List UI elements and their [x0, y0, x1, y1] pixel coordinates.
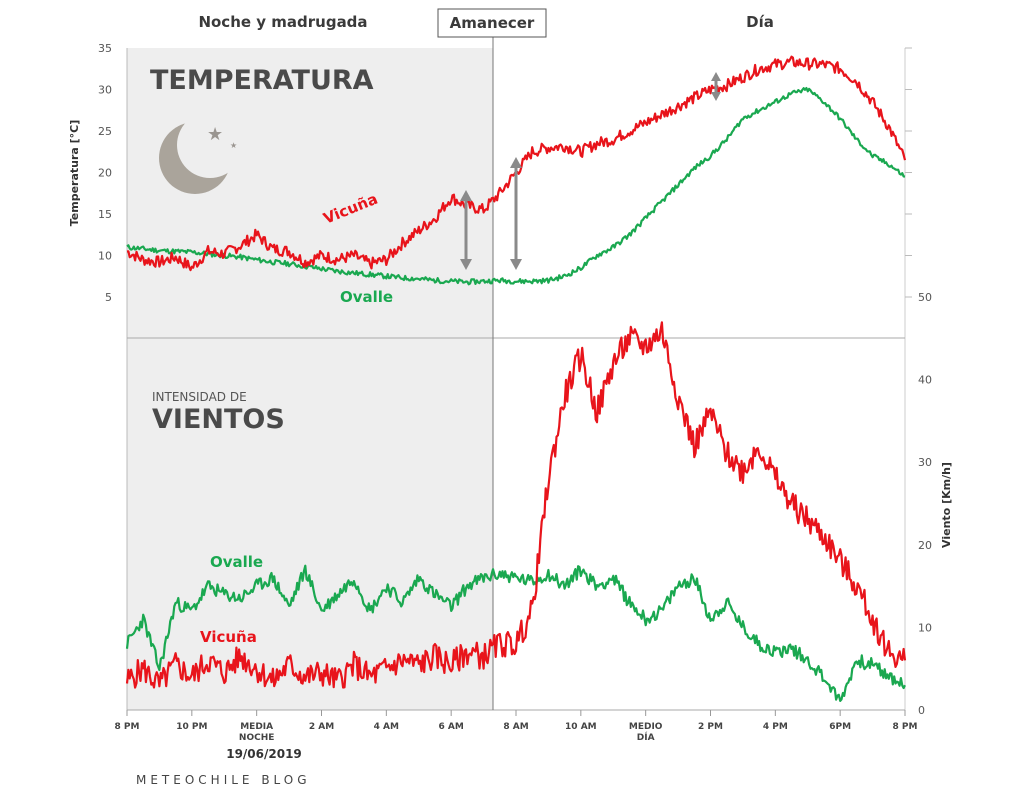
x-tick-label: 8 PM	[893, 722, 918, 732]
sunrise-box	[437, 8, 547, 38]
diff-arrow-6am-top	[460, 190, 472, 201]
star-icon-small: ★	[230, 141, 237, 150]
temp-y-tick-label: 5	[105, 291, 112, 304]
wind-vicuna-line	[125, 321, 907, 689]
wind-y-tick-label: 50	[918, 291, 932, 304]
x-tick-label: MEDIO	[629, 722, 663, 732]
wind-y-ticks: 0 10 20 30 40 50	[918, 291, 932, 717]
diff-arrow-6am-bottom	[460, 259, 472, 270]
temperature-title: TEMPERATURA	[150, 65, 374, 96]
temp-ovalle-label: Ovalle	[340, 288, 393, 306]
x-tick-label: 4 AM	[374, 722, 399, 732]
temp-y-tick-label: 20	[98, 167, 112, 180]
temp-ovalle-line	[126, 86, 906, 286]
temperature-y-ticks: 5 10 15 20 25 30 35	[98, 42, 912, 304]
wind-y-tick-label: 20	[918, 539, 932, 552]
crescent-moon-icon	[159, 122, 231, 194]
wind-title-small: INTENSIDAD DE	[152, 390, 247, 404]
x-tick-label: 6PM	[829, 722, 851, 732]
x-tick-label: 2 AM	[309, 722, 334, 732]
x-tick-label: 2 PM	[698, 722, 723, 732]
temp-y-tick-label: 25	[98, 125, 112, 138]
x-tick-label: 6 AM	[439, 722, 464, 732]
x-tick-label: 8 PM	[115, 722, 140, 732]
temperature-axis-title: Temperatura [°C]	[68, 120, 81, 227]
x-tick-label: 10 AM	[565, 722, 597, 732]
diff-arrow-8am-bottom	[510, 259, 522, 270]
brand-label: METEOCHILE BLOG	[136, 773, 311, 787]
x-tick-label-line2: NOCHE	[239, 733, 274, 743]
x-tick-label-line2: DÍA	[637, 731, 655, 743]
wind-y-tick-label: 30	[918, 456, 932, 469]
wind-vicuna-label: Vicuña	[200, 628, 257, 646]
wind-y-tick-label: 0	[918, 704, 925, 717]
section-sunrise-label: Amanecer	[450, 14, 535, 32]
x-tick-label: 8 AM	[503, 722, 528, 732]
wind-y-tick-label: 10	[918, 621, 932, 634]
wind-y-tick-label: 40	[918, 374, 932, 387]
diff-arrow-3pm-bottom	[711, 92, 721, 101]
temp-y-tick-label: 35	[98, 42, 112, 55]
wind-title-big: VIENTOS	[152, 404, 285, 435]
x-tick-label: 10 PM	[176, 722, 207, 732]
diff-arrow-8am-top	[510, 157, 522, 168]
diff-arrow-3pm-top	[711, 72, 721, 81]
difference-arrows	[460, 72, 721, 270]
temp-y-tick-label: 15	[98, 208, 112, 221]
date-label: 19/06/2019	[226, 747, 302, 761]
wind-axis-title: Viento [Km/h]	[940, 462, 953, 548]
x-tick-label: MEDIA	[240, 722, 273, 732]
star-icon: ★	[207, 124, 223, 145]
section-night-label: Noche y madrugada	[198, 13, 367, 31]
section-day-label: Día	[746, 13, 774, 31]
wind-ovalle-line	[125, 564, 906, 703]
temp-y-tick-label: 30	[98, 84, 112, 97]
temp-y-tick-label: 10	[98, 250, 112, 263]
x-tick-label: 4 PM	[763, 722, 788, 732]
wind-ovalle-label: Ovalle	[210, 553, 263, 571]
